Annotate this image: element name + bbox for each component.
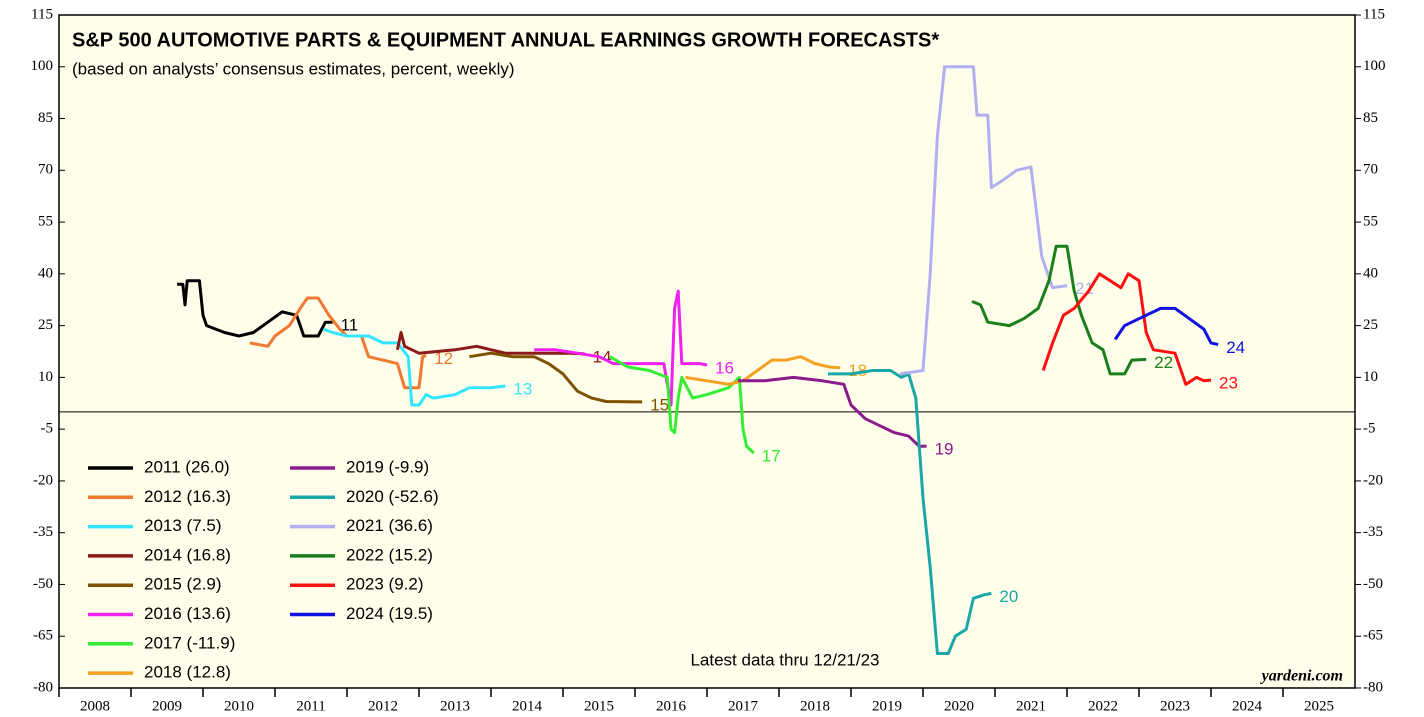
x-tick-label: 2013 — [440, 698, 470, 714]
end-label: 21 — [1075, 279, 1094, 298]
x-tick-label: 2019 — [872, 698, 902, 714]
y-tick-label: -20 — [33, 472, 53, 488]
chart-title: S&P 500 AUTOMOTIVE PARTS & EQUIPMENT ANN… — [72, 29, 939, 51]
x-tick-label: 2016 — [656, 698, 687, 714]
plot-area — [58, 14, 1356, 689]
x-tick-label: 2011 — [296, 698, 325, 714]
x-tick-label: 2018 — [800, 698, 830, 714]
source: yardeni.com — [1260, 668, 1343, 685]
end-label: 22 — [1154, 353, 1173, 372]
y2-tick-label: -50 — [1363, 576, 1383, 592]
y-tick-label: -35 — [33, 524, 53, 540]
y2-tick-label: 40 — [1363, 265, 1378, 281]
legend-label: 2017 (-11.9) — [144, 633, 235, 652]
x-tick-label: 2008 — [80, 698, 110, 714]
legend-label: 2019 (-9.9) — [346, 457, 429, 476]
y2-tick-label: -5 — [1363, 421, 1376, 437]
x-tick-label: 2020 — [944, 698, 974, 714]
y-tick-label: 10 — [38, 369, 53, 385]
series-line — [685, 355, 841, 386]
x-tick-label: 2024 — [1232, 698, 1263, 714]
end-label: 17 — [762, 446, 781, 465]
series-line — [322, 327, 506, 407]
legend-label: 2022 (15.2) — [346, 545, 433, 564]
y2-tick-label: -20 — [1363, 472, 1383, 488]
x-tick-label: 2021 — [1016, 698, 1046, 714]
end-label: 16 — [715, 358, 734, 377]
y-tick-label: -5 — [41, 421, 54, 437]
y-tick-label: 55 — [38, 214, 53, 230]
series-line — [249, 296, 427, 390]
x-tick-label: 2012 — [368, 698, 398, 714]
x-tick-label: 2009 — [152, 698, 182, 714]
y-tick-label: 40 — [38, 265, 53, 281]
y2-tick-label: -65 — [1363, 628, 1383, 644]
series-line — [899, 65, 1068, 376]
legend-label: 2020 (-52.6) — [346, 487, 439, 506]
end-label: 24 — [1226, 338, 1245, 357]
annotation: Latest data thru 12/21/23 — [690, 650, 879, 669]
legend-label: 2013 (7.5) — [144, 516, 222, 535]
end-label: 15 — [650, 395, 669, 414]
series-line — [534, 289, 708, 407]
x-tick-label: 2014 — [512, 698, 543, 714]
series-line — [177, 279, 333, 338]
y-tick-label: -80 — [33, 679, 53, 695]
series-line — [469, 351, 643, 404]
end-label: 13 — [513, 379, 532, 398]
end-label: 18 — [848, 361, 867, 380]
legend-label: 2018 (12.8) — [144, 663, 231, 682]
y2-tick-label: -35 — [1363, 524, 1383, 540]
x-tick-label: 2010 — [224, 698, 254, 714]
y-tick-label: 115 — [31, 6, 53, 22]
y2-tick-label: 55 — [1363, 214, 1378, 230]
legend-label: 2016 (13.6) — [144, 604, 231, 623]
legend-label: 2014 (16.8) — [144, 545, 231, 564]
y-tick-label: -50 — [33, 576, 53, 592]
legend-label: 2023 (9.2) — [346, 575, 424, 594]
x-tick-label: 2015 — [584, 698, 614, 714]
series-line — [1113, 306, 1219, 347]
x-tick-label: 2025 — [1304, 698, 1334, 714]
y2-tick-label: 115 — [1363, 6, 1385, 22]
legend-label: 2015 (2.9) — [144, 575, 222, 594]
series-line — [971, 244, 1147, 376]
end-label: 11 — [341, 316, 359, 335]
series-line — [609, 355, 755, 455]
y-tick-label: 100 — [31, 58, 54, 74]
chart-subtitle: (based on analysts’ consensus estimates,… — [72, 59, 515, 78]
y2-tick-label: 70 — [1363, 162, 1378, 178]
y2-tick-label: 25 — [1363, 317, 1378, 333]
legend-label: 2011 (26.0) — [144, 457, 230, 476]
series-line — [1041, 272, 1212, 386]
series-line — [828, 369, 992, 655]
x-tick-label: 2017 — [728, 698, 759, 714]
legend-label: 2021 (36.6) — [346, 516, 433, 535]
x-tick-label: 2022 — [1088, 698, 1118, 714]
end-label: 20 — [999, 587, 1018, 606]
end-label: 19 — [935, 440, 954, 459]
y-tick-label: 25 — [38, 317, 53, 333]
y2-tick-label: -80 — [1363, 679, 1383, 695]
end-label: 23 — [1219, 374, 1238, 393]
y2-tick-label: 100 — [1363, 58, 1386, 74]
series-line — [738, 375, 927, 448]
y2-tick-label: 10 — [1363, 369, 1378, 385]
y2-tick-label: 85 — [1363, 110, 1378, 126]
y-tick-label: 85 — [38, 110, 53, 126]
legend-label: 2012 (16.3) — [144, 487, 231, 506]
y-tick-label: 70 — [38, 162, 53, 178]
y-tick-label: -65 — [33, 628, 53, 644]
end-label: 12 — [434, 349, 453, 368]
legend-label: 2024 (19.5) — [346, 604, 433, 623]
x-tick-label: 2023 — [1160, 698, 1190, 714]
series-line — [395, 331, 585, 356]
